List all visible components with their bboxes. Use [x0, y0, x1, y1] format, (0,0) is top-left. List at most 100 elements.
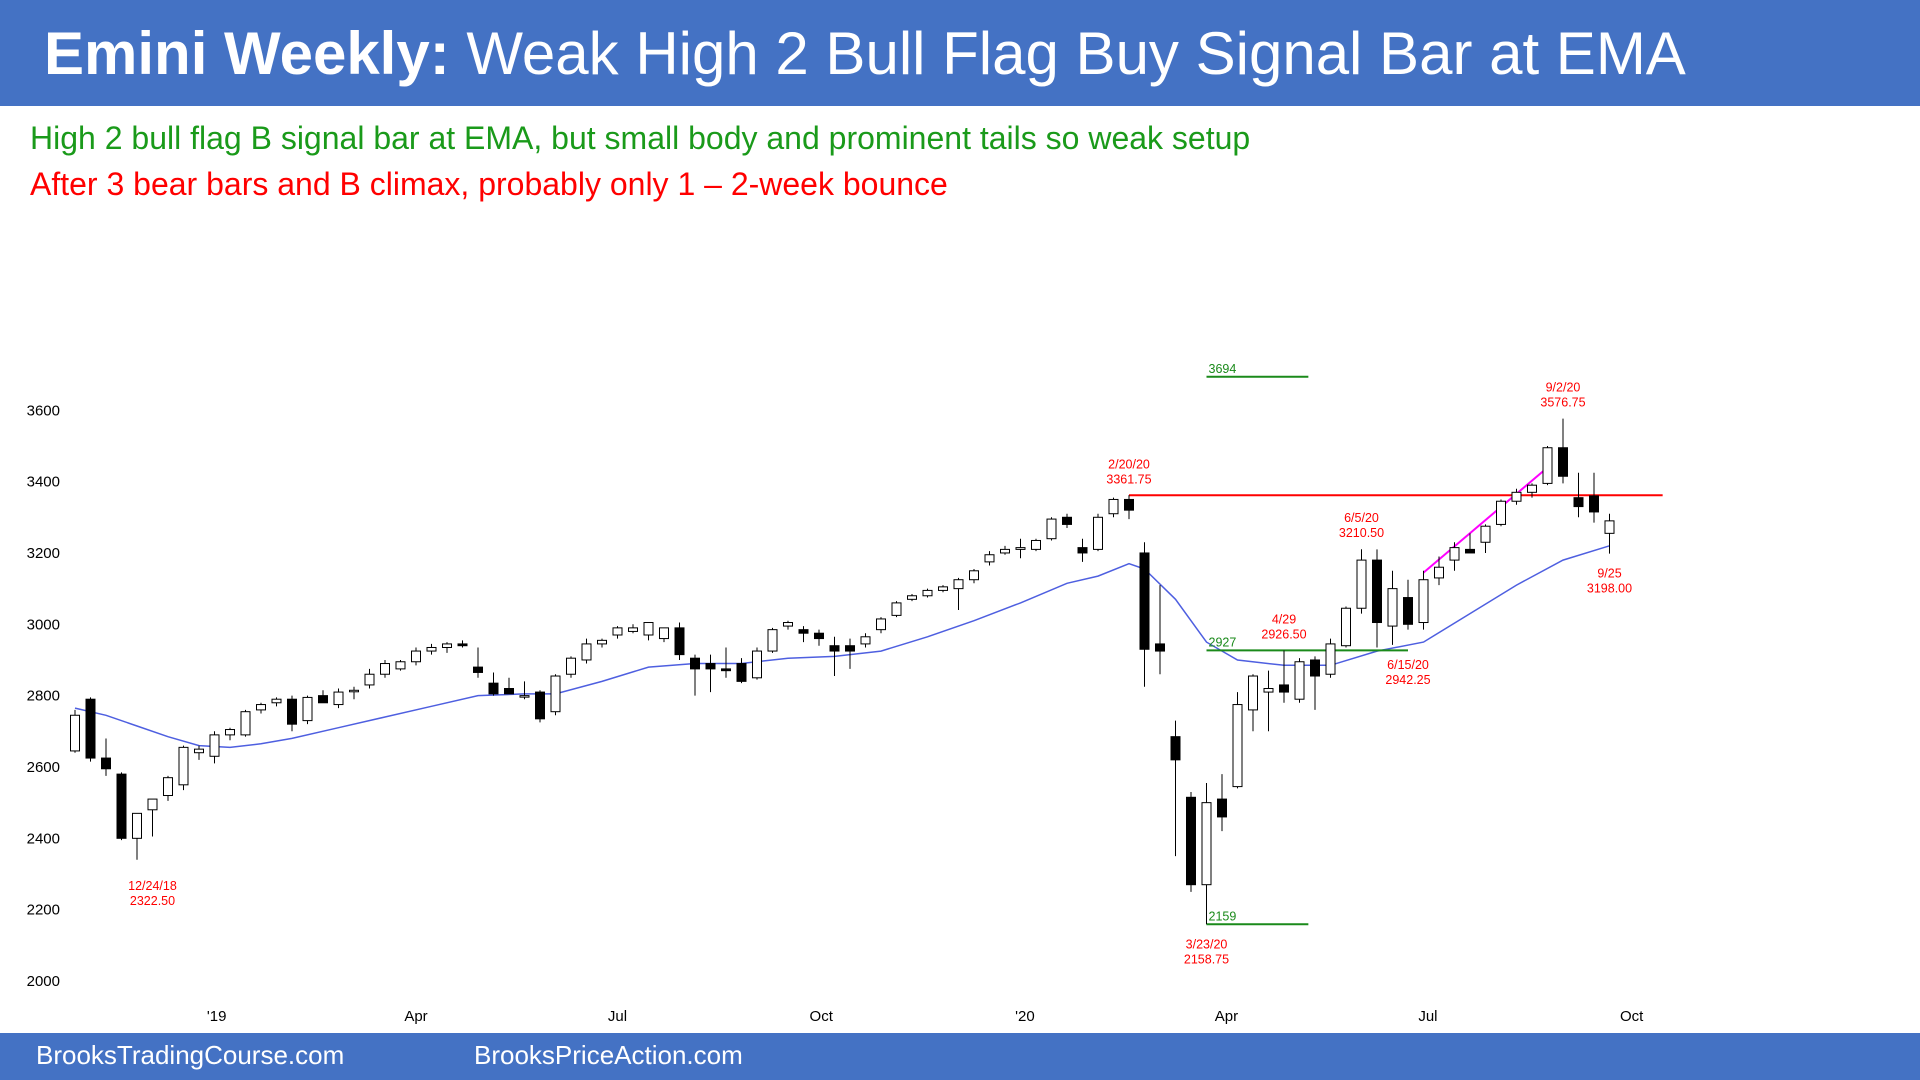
footer-left-link[interactable]: BrooksTradingCourse.com [36, 1040, 345, 1070]
candle-bear [845, 645, 855, 652]
candlestick-chart: 2000 2200 2400 2600 2800 3000 3200 3400 3600 '19 A… [27, 362, 1663, 1025]
subtitle-outlook: After 3 bear bars and B climax, probably… [30, 166, 948, 202]
candle-bull [163, 777, 173, 797]
candle-bear [116, 773, 127, 839]
footer-bar: BrooksTradingCourse.com BrooksPriceActio… [0, 1033, 1920, 1080]
candle-bull [1232, 704, 1243, 788]
candle-bull [1418, 579, 1429, 624]
candle-bull [1031, 539, 1041, 550]
x-tick-label: Oct [810, 1008, 834, 1025]
annotation-label: 6/15/20 [1387, 658, 1429, 672]
candle-bear [721, 668, 731, 672]
candle-bull [1542, 447, 1553, 484]
annotation-label: 2/20/20 [1108, 457, 1150, 471]
candle-bull [876, 618, 886, 631]
candle-bear [690, 657, 700, 670]
candle-bull [783, 622, 793, 627]
candle-bull [519, 695, 530, 698]
candle-bear [1465, 548, 1475, 554]
x-tick-label: Oct [1620, 1008, 1644, 1025]
candle-bull [891, 602, 902, 616]
candle-bull [907, 595, 917, 600]
candle-bear [1155, 643, 1165, 652]
candle-bull [302, 696, 313, 722]
annotation-label: 9/25 [1597, 567, 1621, 581]
candle-bull [566, 657, 576, 675]
candle-bull [209, 734, 220, 757]
annotation-label: 2927 [1209, 635, 1237, 649]
candle-bull [1263, 688, 1274, 693]
candle-bull [1387, 588, 1398, 627]
candle-bull [984, 554, 995, 563]
x-tick-label: '19 [207, 1008, 227, 1025]
candle-bull [395, 661, 406, 670]
candle-bear [1139, 552, 1150, 650]
candle-bull [628, 627, 638, 632]
candle-bull [922, 589, 933, 597]
x-tick-label: Jul [608, 1008, 627, 1025]
candle-bull [1496, 500, 1506, 525]
candle-bear [1279, 684, 1289, 693]
annotation-label: 3694 [1209, 362, 1237, 376]
candle-bull [225, 729, 235, 736]
candle-bull [752, 650, 762, 679]
candle-bear [318, 695, 328, 704]
candle-bull [1093, 516, 1103, 550]
y-tick-label: 3200 [27, 545, 60, 562]
annotation-label: 6/5/20 [1344, 511, 1379, 525]
title-rest: Weak High 2 Bull Flag Buy Signal Bar at … [449, 20, 1686, 87]
footer-right-link[interactable]: BrooksPriceAction.com [474, 1040, 743, 1070]
candle-bull [643, 622, 654, 636]
candle-bear [504, 688, 514, 695]
candle-bear [1403, 597, 1413, 625]
candle-bull [550, 675, 561, 713]
candle-bear [1558, 447, 1568, 477]
candle-bear [705, 663, 716, 670]
candle-bull [581, 643, 592, 661]
annotation-label: 3/23/20 [1186, 937, 1228, 951]
candle-bull [938, 586, 948, 591]
candle-bear [1062, 516, 1072, 525]
x-tick-label: Apr [404, 1008, 427, 1025]
candle-bear [814, 632, 824, 640]
y-tick-label: 2200 [27, 902, 60, 919]
candle-bull [969, 570, 979, 581]
candle-bull [1604, 520, 1615, 534]
candle-bull [70, 714, 80, 752]
candle-bull [333, 691, 344, 706]
candle-bear [287, 698, 297, 725]
candle-bull [240, 711, 251, 736]
candle-bull [194, 748, 204, 754]
annotation-label: 12/24/18 [128, 879, 177, 893]
candle-bear [85, 698, 96, 759]
candle-bear [535, 691, 545, 720]
subtitle-setup: High 2 bull flag B signal bar at EMA, bu… [30, 120, 1251, 156]
candle-bear [1077, 547, 1088, 554]
candle-bear [829, 645, 840, 652]
candle-bull [349, 689, 359, 693]
candle-bull [1108, 498, 1119, 515]
candle-bull [1356, 559, 1367, 609]
page-title: Emini Weekly: Weak High 2 Bull Flag Buy … [44, 18, 1686, 90]
x-tick-label: Jul [1418, 1008, 1437, 1025]
candle-bull [426, 646, 437, 652]
candle-bear [1573, 497, 1584, 508]
candle-bull [178, 746, 189, 786]
candle-bull [256, 704, 266, 711]
y-tick-label: 2400 [27, 830, 60, 847]
title-bold: Emini Weekly: [44, 20, 450, 87]
candle-bear [457, 643, 468, 647]
candle-bull [597, 639, 607, 645]
candle-bull [1201, 802, 1212, 886]
candle-bull [1341, 607, 1351, 647]
candle-bear [674, 627, 685, 656]
y-tick-label: 3600 [27, 402, 60, 419]
candle-bull [1434, 566, 1444, 579]
candle-bull [1480, 525, 1491, 543]
annotation-label: 2158.75 [1184, 952, 1229, 966]
candle-bull [411, 650, 421, 663]
candle-bear [798, 629, 809, 634]
candle-bear [1310, 659, 1320, 677]
annotation-label: 3576.75 [1540, 396, 1585, 410]
y-tick-label: 2600 [27, 759, 60, 776]
